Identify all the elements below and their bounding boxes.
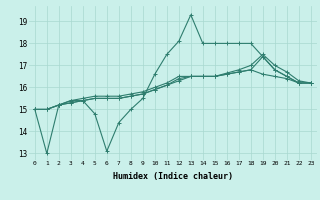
X-axis label: Humidex (Indice chaleur): Humidex (Indice chaleur): [113, 172, 233, 181]
